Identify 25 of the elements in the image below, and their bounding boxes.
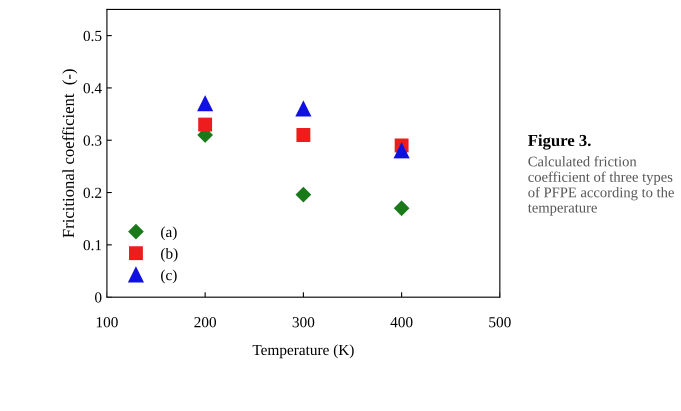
text: Figure 3. <box>528 134 591 150</box>
y-tick-label: 0.4 <box>84 83 102 94</box>
x-tick-label: 100 <box>96 317 118 328</box>
legend-label: (b) <box>161 248 178 262</box>
point <box>198 96 213 112</box>
x-tick-label: 400 <box>390 317 412 328</box>
point <box>296 128 310 142</box>
point <box>394 200 410 216</box>
point <box>394 143 410 158</box>
y-tick-label: 0.5 <box>84 30 102 42</box>
y-tick-label: 0 <box>95 292 102 303</box>
text: Calculated friction coefficient of three types of PFPE according to the temperature <box>528 156 674 216</box>
y-tick-label: 0.1 <box>84 240 102 250</box>
legend-label: (a) <box>161 226 177 240</box>
legend-label: (c) <box>161 270 177 284</box>
x-tick-label: 300 <box>292 317 314 328</box>
point <box>198 118 212 132</box>
x-tick-label: 200 <box>194 317 216 328</box>
x-axis-title: Temperature (K) <box>252 344 354 358</box>
point <box>296 187 311 202</box>
y-axis-title: Fricitional coefficient (-) <box>62 69 78 238</box>
y-tick-label: 0.2 <box>84 188 102 198</box>
y-tick-label: 0.3 <box>84 135 102 146</box>
point <box>296 101 312 116</box>
x-tick-label: 500 <box>489 317 511 328</box>
